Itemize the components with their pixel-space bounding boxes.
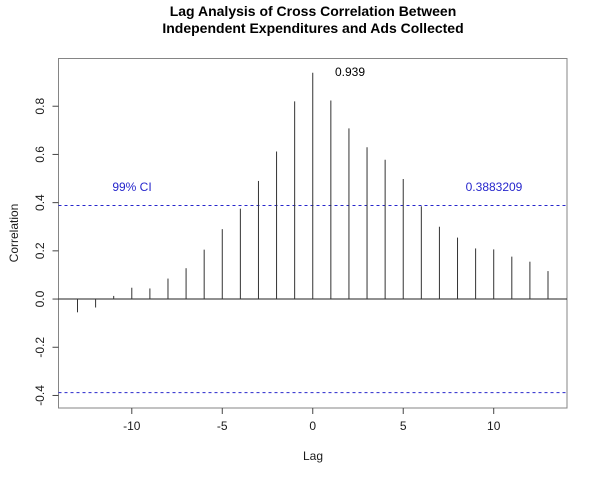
y-tick-label-0.6: 0.6 [33, 146, 47, 163]
y-tick-label-0.0: 0.0 [33, 290, 47, 307]
y-tick-label--0.4: -0.4 [33, 385, 47, 406]
y-tick-label-0.4: 0.4 [33, 194, 47, 211]
peak-value-annotation: 0.939 [335, 65, 366, 79]
x-tick-label-5: 5 [400, 419, 407, 433]
y-axis-label: Correlation [7, 203, 21, 263]
chart-title: Lag Analysis of Cross Correlation Betwee… [162, 3, 463, 36]
x-tick-label-10: 10 [487, 419, 501, 433]
ci-level-annotation: 99% CI [112, 180, 152, 194]
chart-title-line-1: Lag Analysis of Cross Correlation Betwee… [169, 3, 457, 19]
x-tick-label-0: 0 [309, 419, 316, 433]
y-tick-label--0.2: -0.2 [33, 337, 47, 358]
ci-value-annotation: 0.3883209 [465, 180, 523, 194]
y-tick-label-0.8: 0.8 [33, 98, 47, 115]
chart-title-line-2: Independent Expenditures and Ads Collect… [162, 19, 464, 36]
y-tick-label-0.2: 0.2 [33, 242, 47, 259]
x-tick-label--10: -10 [123, 419, 141, 433]
x-axis-label: Lag [302, 449, 324, 463]
x-tick-label--5: -5 [217, 419, 228, 433]
